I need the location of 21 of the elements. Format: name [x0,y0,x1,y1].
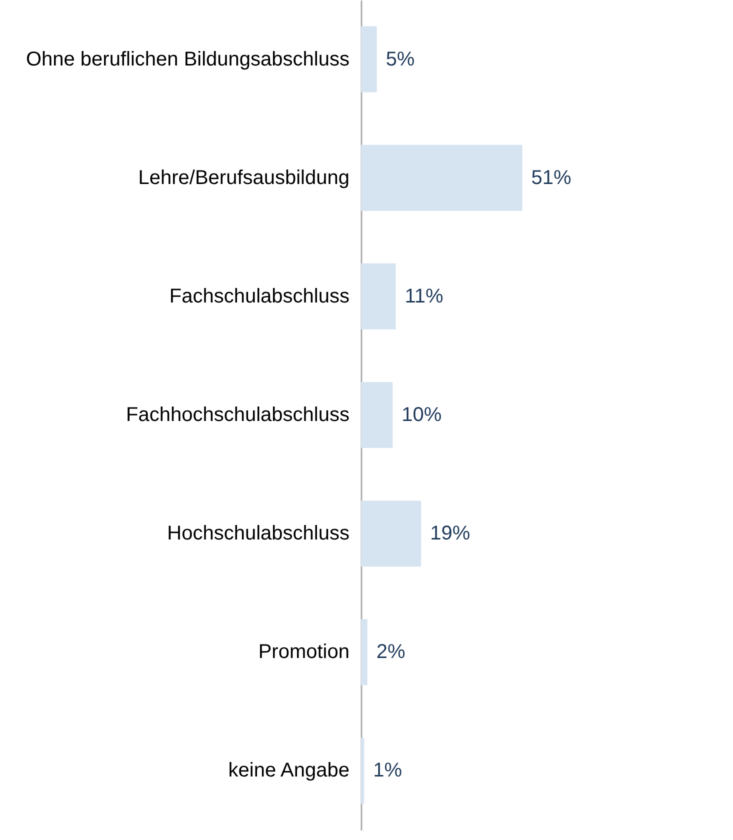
data-label: 19% [430,522,470,545]
data-label: 51% [531,166,572,189]
y-tick-label: Promotion [258,641,350,664]
data-label: 1% [373,760,402,782]
y-tick-label: Fachhochschulabschluss [126,404,350,426]
bar [361,382,393,448]
bar [361,26,377,92]
data-label: 11% [404,285,444,308]
y-tick-label: Fachschulabschluss [169,285,350,308]
y-tick-label: Hochschulabschluss [167,522,350,545]
bar [361,144,522,211]
bar [361,619,368,686]
data-label: 10% [402,404,442,426]
bar [361,263,396,330]
bar [361,738,364,804]
data-label: 5% [386,48,415,70]
bar [361,500,422,567]
y-tick-label: Lehre/Berufsausbildung [138,166,350,189]
y-tick-label: Ohne beruflichen Bildungsabschluss [26,48,350,70]
y-tick-label: keine Angabe [228,760,350,782]
data-label: 2% [376,641,406,664]
